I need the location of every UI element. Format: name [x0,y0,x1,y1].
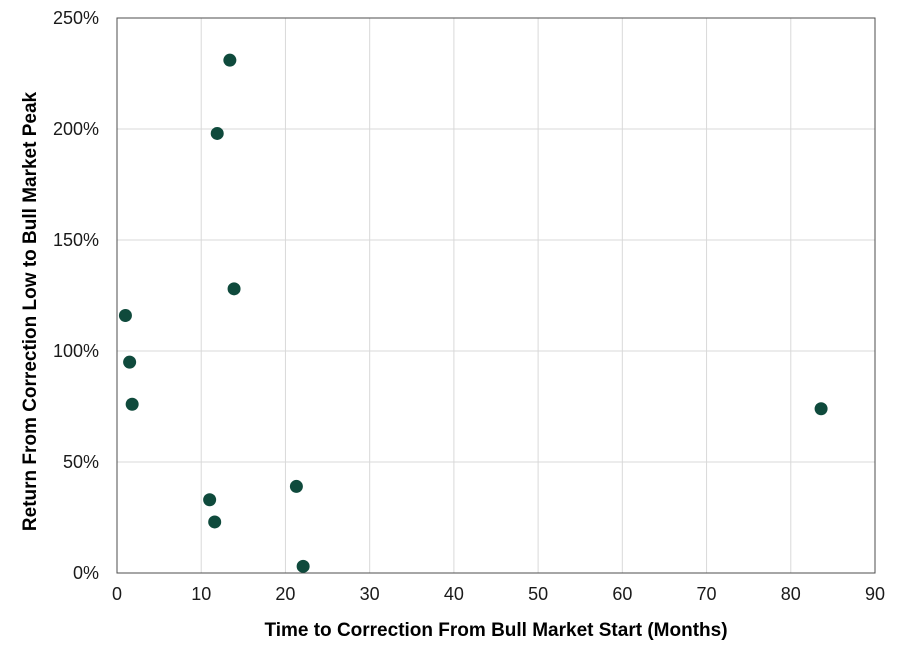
x-axis-title: Time to Correction From Bull Market Star… [264,620,727,641]
data-point [203,493,217,507]
data-point [814,402,828,416]
y-tick-label: 50% [63,452,99,472]
data-point [223,53,237,67]
plot-area-border [116,17,876,574]
x-tick-label: 70 [697,584,717,604]
y-axis-title: Return From Correction Low to Bull Marke… [20,91,41,531]
x-tick-label: 10 [191,584,211,604]
data-point [210,126,224,140]
y-tick-label: 100% [53,341,99,361]
data-point [208,515,222,529]
data-point-layer [118,53,828,573]
y-tick-label: 0% [73,563,99,583]
data-point [118,308,132,322]
grid-layer [116,17,876,574]
y-tick-label: 200% [53,119,99,139]
x-tick-label: 80 [781,584,801,604]
y-tick-label: 250% [53,8,99,28]
data-point [296,559,310,573]
x-tick-label: 40 [444,584,464,604]
data-point [289,479,303,493]
tick-label-layer: 0 10 20 30 40 50 60 70 80 90 0% 50% 100% 150% 200% 250% [53,8,885,604]
x-tick-label: 20 [275,584,295,604]
x-tick-label: 30 [360,584,380,604]
x-tick-label: 50 [528,584,548,604]
x-tick-label: 90 [865,584,885,604]
data-point [123,355,137,369]
y-tick-label: 150% [53,230,99,250]
x-tick-label: 60 [612,584,632,604]
data-point [227,282,241,296]
x-tick-label: 0 [112,584,122,604]
data-point [125,397,139,411]
